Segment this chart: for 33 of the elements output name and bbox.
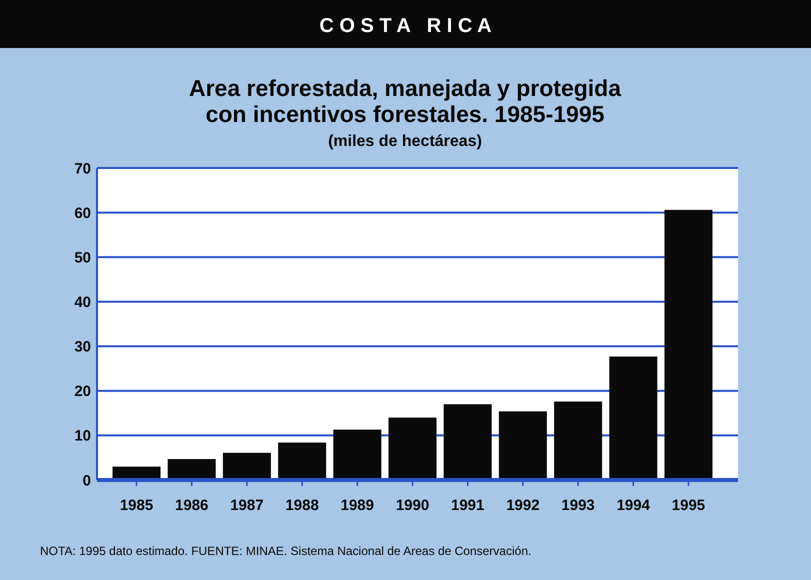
x-tick-label: 1992 <box>506 497 540 514</box>
bar <box>333 430 382 480</box>
x-tick-label: 1985 <box>120 497 154 514</box>
bar <box>388 418 437 480</box>
bar <box>498 411 547 480</box>
x-tick-label: 1988 <box>285 497 319 514</box>
text: NOTA: 1995 dato estimado. FUENTE: MINAE. Sistema Nacional de Areas de Conservación. <box>40 544 532 558</box>
y-tick-label: 70 <box>74 160 91 178</box>
bar <box>444 404 492 480</box>
x-tick-label: 1995 <box>672 497 706 514</box>
y-tick-label: 30 <box>74 338 91 356</box>
bar <box>664 210 712 480</box>
chart-title: Area reforestada, manejada y protegida con incentivos forestales. 1985-1995 <box>188 75 622 127</box>
x-tick-label: 1994 <box>616 497 651 514</box>
chart-subtitle: (miles de hectáreas) <box>328 133 482 150</box>
bar <box>222 452 271 480</box>
x-tick-label: 1989 <box>340 497 374 514</box>
x-tick-label: 1987 <box>230 497 264 514</box>
bar <box>278 442 326 480</box>
x-tick-label: 1991 <box>451 497 484 514</box>
y-tick-label: 0 <box>82 472 91 490</box>
y-tick-label: 10 <box>74 428 91 445</box>
y-tick-label: 40 <box>74 294 91 311</box>
y-tick-label: 60 <box>74 204 91 222</box>
x-tick-label: 1993 <box>561 497 595 514</box>
bar <box>609 356 658 480</box>
bar <box>554 402 602 480</box>
y-tick-label: 20 <box>74 383 91 400</box>
x-tick-label: 1986 <box>175 497 208 514</box>
text: C O S T A R I C A <box>319 15 492 37</box>
bar <box>168 459 216 480</box>
y-tick-label: 50 <box>74 249 91 266</box>
x-tick-label: 1990 <box>396 497 430 514</box>
